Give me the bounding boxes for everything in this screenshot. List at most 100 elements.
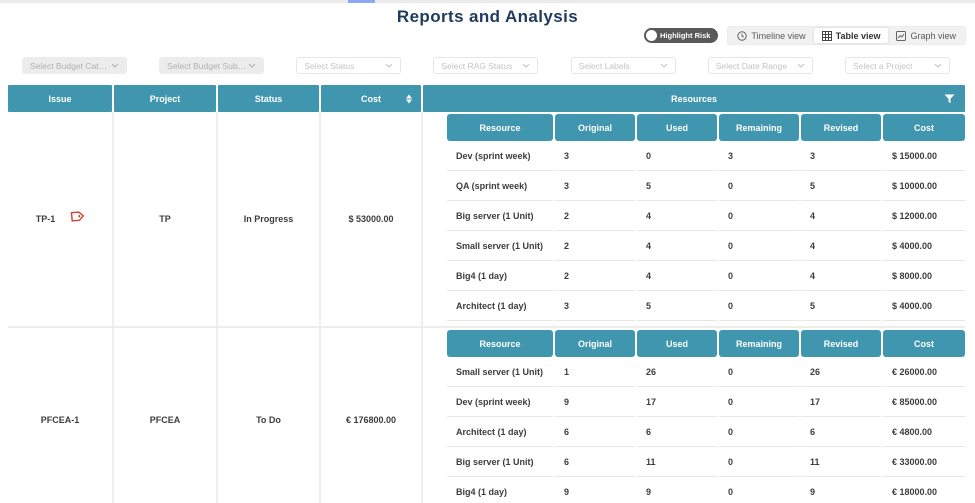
filter-placeholder: Select Budget Category	[30, 60, 111, 71]
resources-header-cell: Remaining	[719, 114, 799, 141]
issue-cell[interactable]: PFCEA-1	[8, 328, 114, 503]
issue-cell[interactable]: TP-1	[8, 112, 114, 326]
resource-used-cell: 0	[637, 141, 717, 171]
resources-header-cell: Revised	[801, 114, 881, 141]
resource-name-cell: QA (sprint week)	[447, 171, 553, 201]
resource-name-cell: Architect (1 day)	[447, 417, 553, 447]
resource-revised-cell: 4	[801, 261, 881, 291]
resource-used-cell: 17	[637, 387, 717, 417]
resource-remaining-cell: 0	[719, 357, 799, 387]
top-controls: Highlight Risk Timeline view Table view …	[644, 26, 966, 45]
status-cell: In Progress	[218, 112, 321, 326]
resources-header-cell: Resource	[447, 114, 553, 141]
resource-original-cell: 3	[555, 171, 635, 201]
resource-cost-cell: $ 10000.00	[883, 171, 965, 201]
resource-cost-cell: € 85000.00	[883, 387, 965, 417]
resource-cost-cell: $ 4000.00	[883, 231, 965, 261]
resource-name-cell: Dev (sprint week)	[447, 141, 553, 171]
resource-revised-cell: 5	[801, 171, 881, 201]
table-body: TP-1 TP In Progress $ 53000.00 Resource …	[8, 112, 965, 503]
top-strip	[0, 0, 975, 3]
column-header-label: Status	[254, 93, 283, 104]
filter-dropdown[interactable]: Select RAG Status	[433, 57, 539, 74]
resource-original-cell: 3	[555, 141, 635, 171]
reports-table: Issue Project Status Cost Resources	[8, 85, 965, 503]
resource-cost-cell: $ 8000.00	[883, 261, 965, 291]
table-icon	[821, 30, 832, 41]
filter-dropdown[interactable]: Select Budget Category	[22, 57, 127, 74]
tag-icon[interactable]	[67, 208, 85, 225]
filter-dropdown[interactable]: Select Status	[296, 57, 402, 74]
resource-original-cell: 9	[555, 387, 635, 417]
table-header-row: Issue Project Status Cost Resources	[8, 85, 965, 112]
resource-revised-cell: 9	[801, 477, 881, 503]
column-header-label: Cost	[361, 93, 381, 104]
tab-indicator	[348, 0, 375, 3]
resource-remaining-cell: 0	[719, 201, 799, 231]
column-header-label: Issue	[48, 93, 72, 104]
filter-dropdown[interactable]: Select Labels	[570, 57, 676, 74]
page-title: Reports and Analysis	[396, 7, 579, 26]
resource-remaining-cell: 0	[719, 387, 799, 417]
filter-dropdown[interactable]: Select a Project	[844, 57, 950, 74]
resource-remaining-cell: 0	[719, 291, 799, 321]
resource-name-cell: Small server (1 Unit)	[447, 357, 553, 387]
resource-cost-cell: € 26000.00	[883, 357, 965, 387]
column-header-cost[interactable]: Cost	[321, 85, 421, 112]
column-header-label: Resources	[670, 93, 718, 104]
resource-cost-cell: $ 15000.00	[883, 141, 965, 171]
resource-name-cell: Big server (1 Unit)	[447, 447, 553, 477]
resource-used-cell: 5	[637, 291, 717, 321]
filter-bar: Select Budget Category Select Budget Sub…	[22, 57, 950, 74]
resource-remaining-cell: 0	[719, 447, 799, 477]
resource-original-cell: 3	[555, 291, 635, 321]
resource-used-cell: 26	[637, 357, 717, 387]
chevron-down-icon	[248, 63, 256, 68]
resource-original-cell: 1	[555, 357, 635, 387]
resource-remaining-cell: 3	[719, 141, 799, 171]
resource-cost-cell: $ 4000.00	[883, 291, 965, 321]
resource-remaining-cell: 0	[719, 477, 799, 503]
issue-key: TP-1	[35, 214, 56, 224]
filter-dropdown[interactable]: Select Budget Sub Cat...	[159, 57, 265, 74]
resources-header-cell: Remaining	[719, 330, 799, 357]
resource-revised-cell: 5	[801, 291, 881, 321]
view-button-timeline-view[interactable]: Timeline view	[729, 28, 813, 43]
resource-row: QA (sprint week) 3 5 0 5 $ 10000.00	[447, 171, 965, 201]
highlight-risk-toggle[interactable]: Highlight Risk	[644, 28, 719, 43]
view-button-table-view[interactable]: Table view	[813, 28, 889, 43]
resource-revised-cell: 4	[801, 201, 881, 231]
resource-row: Big server (1 Unit) 6 11 0 11 € 33000.00	[447, 447, 965, 477]
filter-placeholder: Select a Project	[852, 60, 913, 71]
filter-funnel-icon[interactable]	[944, 94, 955, 104]
sort-icon[interactable]	[406, 94, 412, 103]
chevron-down-icon	[385, 63, 393, 68]
table-row: PFCEA-1 PFCEA To Do € 176800.00 Resource…	[8, 328, 965, 503]
resource-original-cell: 2	[555, 261, 635, 291]
resources-body: Dev (sprint week) 3 0 3 3 $ 15000.00 QA …	[447, 141, 965, 321]
resource-revised-cell: 4	[801, 231, 881, 261]
resource-row: Dev (sprint week) 3 0 3 3 $ 15000.00	[447, 141, 965, 171]
resources-header-cell: Used	[637, 330, 717, 357]
column-header-resources: Resources	[423, 85, 965, 112]
view-button-graph-view[interactable]: Graph view	[888, 28, 964, 43]
resources-header-row: Resource Original Used Remaining Revised…	[447, 330, 965, 357]
filter-dropdown[interactable]: Select Date Range	[707, 57, 813, 74]
project-cell: TP	[114, 112, 218, 326]
resources-header-cell: Cost	[883, 330, 965, 357]
view-switcher: Timeline view Table view Graph view	[727, 26, 966, 45]
table-row: TP-1 TP In Progress $ 53000.00 Resource …	[8, 112, 965, 328]
resource-row: Small server (1 Unit) 2 4 0 4 $ 4000.00	[447, 231, 965, 261]
resource-original-cell: 9	[555, 477, 635, 503]
filter-placeholder: Select RAG Status	[441, 60, 513, 71]
resource-used-cell: 6	[637, 417, 717, 447]
resource-cost-cell: $ 12000.00	[883, 201, 965, 231]
resource-used-cell: 11	[637, 447, 717, 477]
resources-body: Small server (1 Unit) 1 26 0 26 € 26000.…	[447, 357, 965, 503]
resource-remaining-cell: 0	[719, 417, 799, 447]
resources-header-cell: Used	[637, 114, 717, 141]
resource-original-cell: 2	[555, 231, 635, 261]
view-button-label: Table view	[835, 30, 881, 41]
resource-used-cell: 4	[637, 201, 717, 231]
